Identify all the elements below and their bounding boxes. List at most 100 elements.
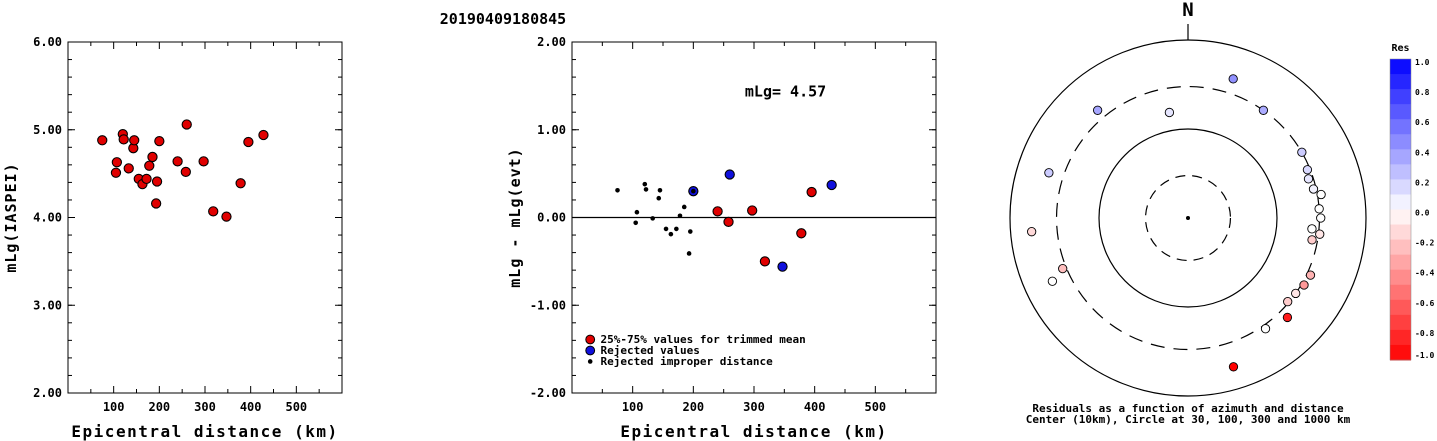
y-tick-label: 6.00 [33,35,62,49]
colorbar-segment [1390,74,1411,90]
station-residual-point [1058,263,1068,274]
y-tick-label: 5.00 [33,123,62,137]
station-residual-point [1316,213,1326,223]
colorbar-segment [1390,59,1411,75]
data-point [650,216,655,221]
trimmed-mean-annotation: mLg= 4.57 [745,82,826,100]
station-residual-point [1299,280,1309,290]
colorbar-segment [1390,194,1411,210]
data-point [657,187,663,193]
data-point [677,213,683,219]
residual-colorbar: Res 1.0 0.8 0.6 0.4 0.2 0.0 -0.2 -0.4 -0.6 -0.8 -1.… [1389,43,1434,361]
station-residual-point [1307,224,1317,234]
legend-marker [585,345,596,356]
legend-marker [587,359,593,364]
data-point [180,166,191,178]
north-label: N [1182,0,1193,21]
data-point [129,135,140,146]
colorbar-tick-label: -0.6 [1415,299,1434,308]
x-tick-label: 400 [804,400,826,414]
x-axis-label: Epicentral distance (km) [620,422,887,441]
data-point [747,205,758,216]
colorbar-tick-label: 1.0 [1415,58,1430,67]
y-tick-label: -2.00 [530,386,566,400]
colorbar-segment [1390,179,1411,195]
data-point [97,135,108,146]
station-residual-point [1297,147,1307,157]
colorbar-segment [1390,134,1411,150]
legend-marker [585,334,596,345]
data-point [777,261,788,272]
station-residual-point [1228,74,1238,84]
data-point [615,187,620,193]
data-point [141,173,152,185]
legend-label: 25%-75% values for trimmed mean [601,333,806,346]
data-point [643,187,649,192]
y-tick-label: 2.00 [33,386,62,400]
data-point [181,119,192,130]
colorbar-segment [1390,119,1411,135]
colorbar-segment [1390,269,1411,286]
station-residual-point [1260,324,1271,334]
colorbar-tick-label: 0.4 [1415,148,1430,157]
data-point [221,211,232,222]
data-point [150,198,162,209]
station-residual-point [1044,168,1054,178]
data-point [642,181,648,187]
y-tick-label: 3.00 [33,298,62,312]
data-point [634,209,640,215]
data-point [759,256,771,267]
data-point [258,129,269,141]
x-axis-label: Epicentral distance (km) [71,422,338,441]
station-residual-point [1258,105,1269,115]
legend-label: Rejected improper distance [601,355,774,368]
x-tick-label: 200 [682,400,704,414]
polar-caption-line1: Residuals as a function of azimuth and d… [1032,402,1344,415]
data-point [208,206,219,217]
azimuth-residual-polar-plot: N Residuals as a function of azimuth and … [1009,0,1367,426]
station-residual-point [1316,189,1326,200]
colorbar-tick-label: -0.4 [1415,269,1434,278]
station-residual-point [1164,107,1175,118]
colorbar-segment [1390,344,1411,361]
x-tick-label: 300 [194,400,216,414]
data-point [796,228,807,239]
circle-30km [1144,174,1232,262]
colorbar-tick-label: 0.6 [1415,118,1430,127]
station-residual-point [1315,229,1325,239]
data-point [681,204,687,210]
data-point [123,163,134,174]
data-point [118,134,129,145]
colorbar-tick-label: 0.2 [1415,178,1430,187]
station-residual-point [1228,362,1239,372]
plot-frame [67,41,343,394]
circle-100km [1098,128,1278,308]
data-point [826,179,837,191]
residual-vs-distance-plot: 100 200 300 400 500 -2.00 -1.00 0.00 1.00 2.00 Epi… [506,35,937,441]
station-residual-point [1283,297,1293,307]
x-tick-label: 400 [240,400,262,414]
magnitude-vs-distance-plot: 100 200 300 400 500 2.00 3.00 4.00 5.00 6.00 Epice… [2,35,343,441]
data-point [712,206,723,217]
data-point [691,188,696,194]
data-point [656,195,662,201]
station-residual-point [1307,235,1317,245]
station-residual-point [1027,227,1037,237]
data-point [243,136,254,148]
station-residual-point [1282,312,1293,323]
colorbar-segment [1390,329,1411,346]
data-point [686,251,692,256]
center-dot [1186,216,1190,220]
colorbar-title: Res [1391,43,1409,54]
colorbar-segment [1390,104,1411,120]
colorbar-segment [1390,209,1411,226]
data-point [235,178,246,189]
data-point [172,156,183,167]
colorbar-segment [1390,89,1411,105]
colorbar-segment [1390,149,1411,165]
y-tick-label: 2.00 [537,35,566,49]
polar-caption-line2: Center (10km), Circle at 30, 100, 300 an… [1026,413,1351,426]
x-tick-label: 500 [285,400,307,414]
data-point [674,226,679,232]
x-tick-label: 100 [103,400,125,414]
